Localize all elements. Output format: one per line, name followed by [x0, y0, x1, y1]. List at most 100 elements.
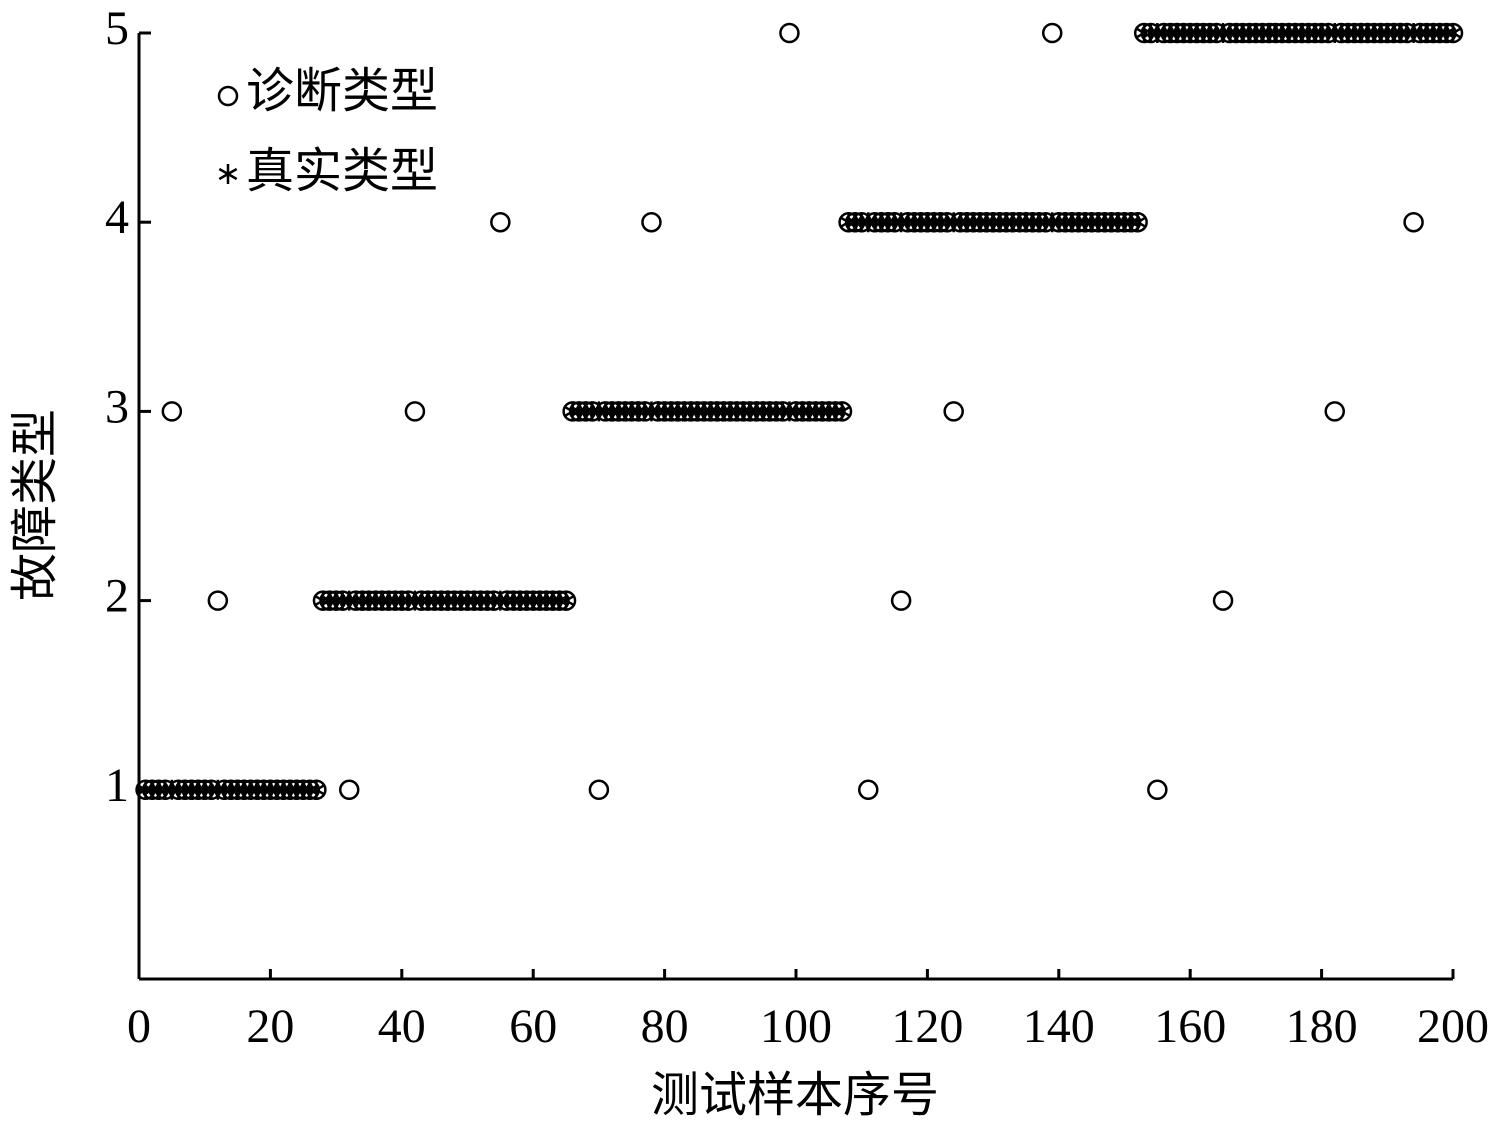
point [207, 590, 229, 611]
point [1009, 211, 1030, 233]
point [1133, 22, 1155, 44]
point [759, 401, 780, 422]
point [1304, 22, 1326, 44]
point [660, 401, 682, 422]
point [312, 590, 334, 611]
point [1061, 211, 1083, 233]
point [1094, 211, 1116, 233]
point [601, 401, 623, 422]
x-axis-label: 测试样本序号 [651, 1069, 939, 1122]
point [155, 779, 176, 801]
point [1357, 22, 1378, 44]
point [982, 211, 1004, 233]
point [1317, 22, 1339, 44]
point [1068, 211, 1089, 233]
point [1271, 22, 1293, 44]
point [562, 401, 583, 422]
point [877, 211, 899, 233]
point [371, 590, 393, 611]
point [825, 401, 846, 422]
point [1423, 22, 1444, 44]
point [286, 779, 307, 801]
point [792, 401, 813, 422]
point [910, 211, 932, 233]
point [1265, 22, 1286, 44]
point [1278, 22, 1299, 44]
point [936, 211, 958, 233]
point [417, 590, 439, 611]
point [476, 590, 498, 611]
x-tick-label: 20 [246, 1000, 294, 1053]
point [621, 401, 642, 422]
point [279, 779, 301, 801]
point [785, 401, 807, 422]
point [181, 779, 202, 801]
point [1396, 22, 1418, 44]
point [1173, 22, 1194, 44]
point [1363, 22, 1385, 44]
point [1107, 211, 1129, 233]
point [1377, 22, 1398, 44]
point [582, 401, 603, 422]
point [1055, 211, 1076, 233]
point [1140, 22, 1162, 44]
x-tick-label: 200 [1417, 1000, 1489, 1053]
point [463, 590, 485, 611]
point [148, 779, 169, 801]
point [726, 401, 748, 422]
point [1160, 22, 1181, 44]
x-tick-label: 160 [1154, 1000, 1226, 1053]
point [352, 590, 373, 611]
point [943, 401, 964, 422]
point [358, 590, 380, 611]
point [647, 401, 669, 422]
point [260, 779, 281, 801]
point [976, 211, 997, 233]
point [555, 590, 577, 611]
point [293, 779, 314, 801]
point [542, 590, 564, 611]
point [884, 211, 905, 233]
point [411, 590, 432, 611]
point [247, 779, 268, 801]
point [437, 590, 459, 611]
point [1166, 22, 1188, 44]
point [1225, 22, 1247, 44]
point [503, 590, 524, 611]
point [1350, 22, 1372, 44]
legend-marker [217, 85, 239, 107]
point [404, 401, 426, 422]
legend-marker [218, 164, 238, 184]
point [1114, 211, 1135, 233]
point [1015, 211, 1037, 233]
point [227, 779, 248, 801]
point [214, 779, 235, 801]
point [325, 590, 347, 611]
point [1219, 22, 1240, 44]
point [391, 590, 413, 611]
point [1127, 211, 1148, 233]
point [378, 590, 399, 611]
point [812, 401, 833, 422]
point [904, 211, 925, 233]
point [1193, 22, 1214, 44]
point [805, 401, 826, 422]
x-tick-label: 0 [127, 1000, 151, 1053]
point [1370, 22, 1391, 44]
point [398, 590, 419, 611]
point [871, 211, 892, 233]
point [1331, 22, 1352, 44]
point [168, 779, 189, 801]
point [470, 590, 491, 611]
point [628, 401, 649, 422]
point [700, 401, 721, 422]
point [509, 590, 531, 611]
point [1258, 22, 1280, 44]
point [549, 590, 570, 611]
point [450, 590, 472, 611]
point [1324, 401, 1345, 422]
point [536, 590, 557, 611]
point [950, 211, 971, 233]
y-tick-label: 4 [105, 191, 129, 244]
point [424, 590, 445, 611]
